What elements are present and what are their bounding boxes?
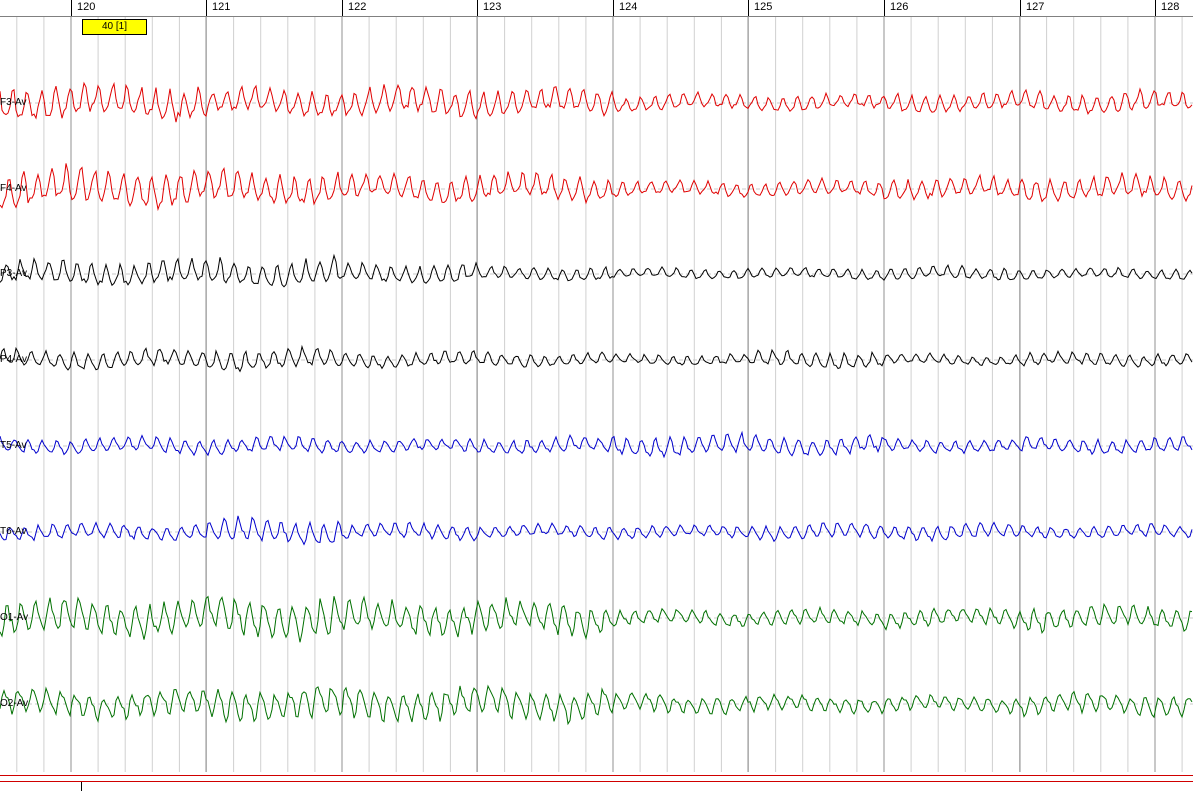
ruler-tick [613, 0, 614, 16]
channel-label[interactable]: P4-Av [0, 354, 28, 365]
ruler-tick-label: 122 [348, 1, 367, 13]
channel-label[interactable]: F4-Av [0, 183, 27, 194]
ruler-tick [206, 0, 207, 16]
ruler-tick-label: 124 [619, 1, 638, 13]
event-marker[interactable]: 40 [1] [82, 19, 147, 35]
channel-label[interactable]: O1-Av [0, 612, 29, 623]
channel-trace-o2-av[interactable] [0, 684, 1193, 726]
bottom-red-line [0, 781, 1193, 782]
channel-label[interactable]: T6-Av [0, 526, 27, 537]
ruler-tick-label: 125 [754, 1, 773, 13]
channel-trace-o1-av[interactable] [0, 595, 1193, 643]
ruler-tick [748, 0, 749, 16]
ruler-tick [477, 0, 478, 16]
bottom-tick [81, 782, 82, 791]
bottom-scroll-bar[interactable] [0, 772, 1193, 791]
channel-trace-t6-av[interactable] [0, 515, 1193, 546]
channel-trace-f3-av[interactable] [0, 81, 1193, 123]
channel-trace-f4-av[interactable] [0, 163, 1193, 212]
channel-label[interactable]: F3-Av [0, 97, 27, 108]
ruler-tick-label: 128 [1161, 1, 1180, 13]
ruler-tick-label: 120 [77, 1, 96, 13]
ruler-tick-label: 121 [212, 1, 231, 13]
channel-trace-p3-av[interactable] [0, 253, 1193, 288]
ruler-tick [1155, 0, 1156, 16]
ruler-tick-label: 127 [1026, 1, 1045, 13]
ruler-tick [1020, 0, 1021, 16]
channel-label[interactable]: O2-Av [0, 698, 29, 709]
channel-trace-t5-av[interactable] [0, 430, 1193, 459]
bottom-red-line [0, 775, 1193, 776]
ruler-tick [71, 0, 72, 16]
ruler-tick [342, 0, 343, 16]
ruler-tick-label: 123 [483, 1, 502, 13]
channel-trace-p4-av[interactable] [0, 344, 1193, 373]
ruler-tick-label: 126 [890, 1, 909, 13]
channel-label[interactable]: T5-Av [0, 440, 27, 451]
channel-label[interactable]: P3-Av [0, 268, 28, 279]
time-ruler[interactable]: 120 121 122 123 124 125 126 127 128 [0, 0, 1193, 17]
ruler-tick [884, 0, 885, 16]
